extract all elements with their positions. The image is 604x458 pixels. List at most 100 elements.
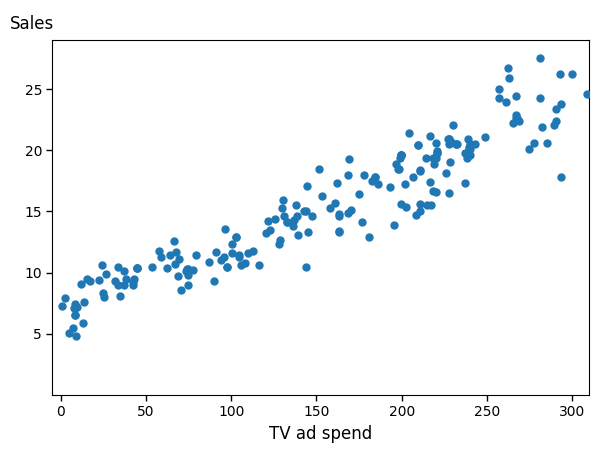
Point bbox=[504, 74, 513, 82]
Point bbox=[536, 94, 545, 101]
Point bbox=[445, 136, 454, 143]
Point bbox=[364, 234, 374, 241]
Point bbox=[367, 177, 377, 185]
Point bbox=[550, 121, 559, 128]
Point bbox=[432, 149, 442, 156]
Point bbox=[191, 252, 201, 259]
Point bbox=[231, 234, 241, 241]
Point bbox=[332, 180, 341, 187]
Point bbox=[240, 259, 250, 267]
Point bbox=[69, 305, 79, 312]
Point bbox=[343, 171, 353, 178]
Point bbox=[408, 174, 418, 181]
Point bbox=[132, 264, 141, 272]
Point bbox=[220, 225, 230, 232]
Point bbox=[282, 219, 292, 226]
Point bbox=[300, 208, 309, 215]
Point bbox=[169, 237, 178, 245]
Point bbox=[165, 252, 175, 259]
Point bbox=[261, 230, 271, 237]
Point bbox=[172, 248, 181, 256]
Point bbox=[69, 312, 79, 319]
Point bbox=[511, 111, 521, 118]
Point bbox=[292, 202, 301, 209]
Point bbox=[413, 142, 423, 149]
Point bbox=[582, 90, 591, 98]
Point bbox=[448, 121, 458, 128]
Point bbox=[556, 100, 566, 107]
Point bbox=[60, 294, 69, 302]
Point bbox=[551, 117, 561, 125]
Point bbox=[184, 265, 193, 273]
Point bbox=[303, 229, 313, 236]
Point bbox=[231, 234, 241, 241]
Point bbox=[470, 141, 480, 148]
Point bbox=[391, 160, 400, 167]
Point bbox=[303, 182, 312, 189]
Point bbox=[451, 141, 461, 148]
Point bbox=[524, 145, 534, 153]
Point bbox=[334, 229, 344, 236]
Point bbox=[334, 227, 344, 234]
Point bbox=[325, 204, 335, 212]
Point bbox=[396, 152, 406, 159]
Point bbox=[426, 202, 435, 209]
Point bbox=[504, 65, 513, 72]
Point bbox=[292, 213, 302, 220]
Point bbox=[428, 187, 438, 194]
Point bbox=[370, 174, 379, 181]
Point bbox=[57, 302, 67, 309]
Point bbox=[394, 165, 404, 172]
Point bbox=[415, 201, 425, 208]
Point bbox=[370, 174, 379, 181]
Point bbox=[538, 123, 547, 131]
Point bbox=[334, 210, 344, 218]
Point bbox=[446, 138, 456, 145]
Text: Sales: Sales bbox=[10, 15, 54, 33]
Point bbox=[72, 303, 82, 311]
Point bbox=[216, 257, 226, 264]
Point bbox=[147, 263, 157, 270]
Point bbox=[181, 268, 191, 275]
Point bbox=[289, 216, 299, 224]
Point bbox=[463, 136, 473, 143]
Point bbox=[344, 155, 353, 163]
Point bbox=[530, 139, 539, 147]
Point bbox=[184, 272, 193, 279]
Point bbox=[99, 294, 109, 301]
Point bbox=[330, 199, 339, 207]
Point bbox=[70, 301, 80, 308]
Point bbox=[182, 265, 191, 273]
Point bbox=[462, 154, 472, 161]
Point bbox=[301, 263, 310, 270]
Point bbox=[79, 298, 88, 305]
Point bbox=[460, 180, 470, 187]
Point bbox=[445, 141, 454, 148]
Point bbox=[243, 249, 253, 256]
Point bbox=[317, 192, 327, 199]
Point bbox=[98, 290, 108, 297]
Point bbox=[425, 178, 435, 185]
Point bbox=[154, 247, 164, 254]
Point bbox=[358, 219, 367, 226]
Point bbox=[174, 256, 184, 263]
Point bbox=[445, 159, 455, 166]
Point bbox=[509, 120, 518, 127]
Point bbox=[113, 281, 123, 289]
Point bbox=[205, 258, 214, 265]
Point bbox=[236, 262, 246, 269]
Point bbox=[346, 207, 356, 214]
Point bbox=[422, 154, 431, 161]
Point bbox=[551, 105, 561, 112]
Point bbox=[307, 213, 316, 220]
Point bbox=[445, 136, 454, 143]
Point bbox=[174, 273, 184, 280]
Point bbox=[428, 154, 438, 161]
Point bbox=[182, 281, 192, 289]
Point bbox=[222, 263, 231, 270]
Point bbox=[263, 218, 273, 225]
Point bbox=[401, 203, 411, 210]
Point bbox=[82, 275, 92, 283]
Point bbox=[277, 204, 286, 212]
Point bbox=[411, 212, 421, 219]
